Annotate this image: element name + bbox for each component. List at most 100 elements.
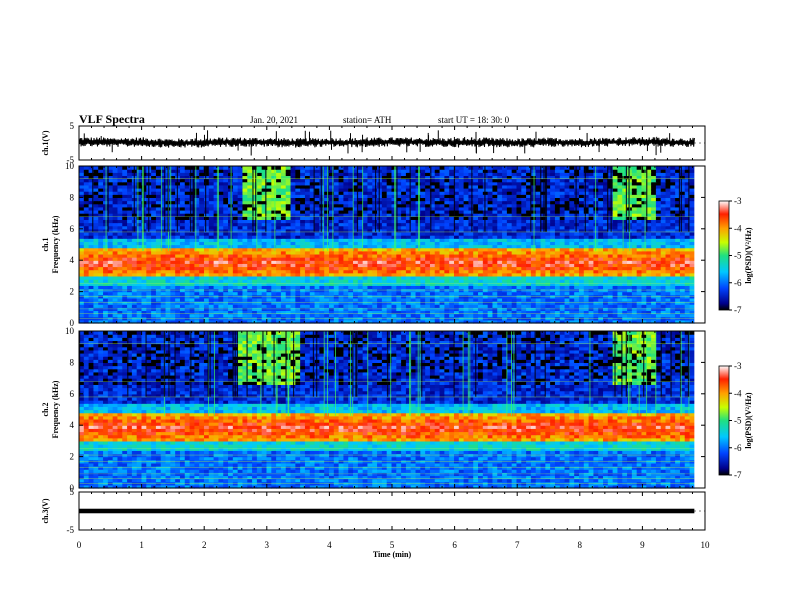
spectrogram-cell: [290, 304, 296, 308]
spectrogram-cell: [208, 285, 215, 290]
spectrogram-cell: [155, 310, 162, 315]
spectrogram-cell: [232, 291, 239, 296]
spectrogram-cell: [314, 304, 320, 308]
spectrogram-cell: [199, 291, 205, 296]
spectrogram-cell: [646, 310, 652, 315]
spectrogram-cell: [362, 285, 369, 290]
spectrogram-cell: [127, 313, 133, 318]
spectrogram-cell: [651, 304, 657, 308]
spectrogram-cell: [545, 297, 551, 302]
spectrogram-cell: [439, 285, 445, 290]
spectrogram-cell: [367, 304, 373, 308]
spectrogram-cell: [160, 297, 167, 302]
spectrogram-cell: [319, 313, 325, 318]
spectrogram-cell: [679, 313, 686, 318]
spectrogram-cell: [401, 310, 407, 315]
spectrogram-cell: [338, 304, 345, 308]
spectrogram-cell: [353, 297, 359, 302]
spectrogram-cell: [83, 310, 90, 315]
spectrogram-cell: [295, 319, 301, 324]
spectrogram-cell: [521, 285, 527, 290]
spectrogram-cell: [578, 297, 585, 302]
spectrogram-cell: [396, 285, 402, 290]
spectrogram-cell: [319, 319, 325, 324]
spectrogram-cell: [300, 291, 306, 296]
spectrogram-cell: [506, 291, 513, 296]
spectrogram-cell: [247, 291, 253, 296]
spectrogram-cell: [482, 297, 489, 302]
spectrogram-cell: [603, 304, 609, 308]
spectrogram-cell: [295, 297, 301, 302]
spectrogram-cell: [319, 291, 325, 296]
spectrogram-cell: [410, 297, 417, 302]
spectrogram-cell: [554, 310, 561, 315]
spectrogram-cell: [112, 310, 119, 315]
spectrogram-cell: [578, 291, 585, 296]
spectrogram-cell: [588, 310, 594, 315]
spectrogram-cell: [564, 297, 570, 302]
spectrogram-cell: [530, 297, 537, 302]
spectrogram-cell: [203, 319, 210, 324]
spectrogram-cell: [256, 304, 263, 308]
spectrogram-cell: [353, 291, 359, 296]
spectrogram-cell: [127, 297, 133, 302]
panels-group: 5-5ch.1(V)-3-4-5-6-7log(PSD)(V²/Hz)02468…: [41, 121, 753, 535]
spectrogram-cell: [252, 291, 258, 296]
spectrogram-cell: [237, 319, 244, 324]
spectrogram-cell: [497, 319, 503, 324]
spectrogram-cell: [425, 310, 431, 315]
spectrogram-cell: [660, 310, 667, 315]
spectrogram-cell: [665, 297, 671, 302]
spectrogram-cell: [511, 285, 518, 290]
spectrogram-cell: [670, 310, 676, 315]
spectrogram-cell: [569, 297, 575, 302]
spectrogram-cell: [122, 285, 128, 290]
spectrogram-cell: [569, 304, 575, 308]
spectrogram-cell: [247, 304, 253, 308]
spectrogram-cell: [290, 285, 296, 290]
spectrogram-cell: [530, 304, 537, 308]
spectrogram-cell: [170, 291, 176, 296]
spectrogram-cell: [319, 304, 325, 308]
spectrogram-cell: [242, 297, 248, 302]
figure-title: VLF Spectra: [79, 112, 145, 126]
spectrogram-cell: [651, 313, 657, 318]
spectrogram-cell: [184, 297, 191, 302]
spectrogram-cell: [165, 291, 171, 296]
spectrogram-cell: [405, 313, 412, 318]
spectrogram-cell: [203, 291, 210, 296]
spectrogram-cell: [353, 319, 359, 324]
spectrogram-cell: [530, 319, 537, 324]
spectrogram-cell: [103, 304, 109, 308]
spectrogram-cell: [127, 310, 133, 315]
spectrogram-cell: [550, 313, 556, 318]
spectrogram-cell: [189, 313, 195, 318]
spectrogram-cell: [131, 285, 138, 290]
spectrogram-cell: [304, 291, 311, 296]
spectrogram-cell: [141, 313, 147, 318]
spectrogram-cell: [324, 297, 330, 302]
spectrogram-cell: [583, 304, 590, 308]
spectrogram-cell: [468, 310, 474, 315]
spectrogram-cell: [449, 297, 455, 302]
spectrogram-cell: [651, 297, 657, 302]
spectrogram-cell: [141, 291, 147, 296]
spectrogram-cell: [425, 285, 431, 290]
spectrogram-cell: [83, 291, 90, 296]
spectrogram-cell: [367, 319, 373, 324]
spectrogram-cell: [405, 285, 412, 290]
spectrogram-cell: [564, 310, 570, 315]
spectrogram-cell: [280, 291, 287, 296]
spectrogram-cell: [228, 297, 234, 302]
spectrogram-cell: [429, 319, 436, 324]
spectrogram-cell: [300, 319, 306, 324]
spectrogram-cell: [386, 291, 393, 296]
spectrogram-cell: [218, 304, 224, 308]
spectrogram-cell: [136, 297, 143, 302]
spectrogram-cell: [665, 319, 671, 324]
spectrogram-cell: [458, 319, 465, 324]
header-start-time: start UT = 18: 30: 0: [438, 115, 510, 125]
spectrogram-cell: [458, 304, 465, 308]
spectrogram-cell: [627, 304, 633, 308]
spectrogram-cell: [348, 304, 354, 308]
